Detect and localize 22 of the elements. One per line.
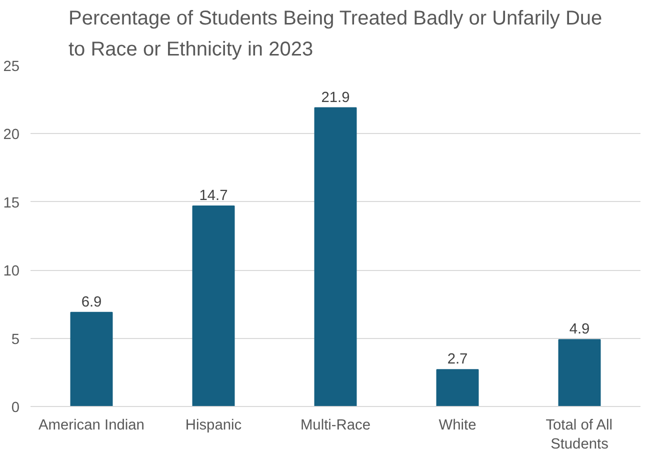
y-tick-label: 25 bbox=[3, 59, 20, 75]
x-tick-label: American Indian bbox=[38, 418, 144, 434]
bar bbox=[436, 369, 479, 406]
y-tick-label: 5 bbox=[11, 332, 20, 348]
bar bbox=[314, 107, 357, 406]
bar bbox=[70, 312, 113, 406]
x-tick-label: Hispanic bbox=[185, 418, 242, 434]
data-label: 2.7 bbox=[447, 352, 468, 368]
data-label: 4.9 bbox=[569, 322, 590, 338]
data-label: 6.9 bbox=[81, 294, 102, 310]
x-tick-label: Multi-Race bbox=[300, 418, 371, 434]
y-tick-label: 0 bbox=[11, 400, 20, 416]
data-label: 21.9 bbox=[321, 90, 350, 106]
x-tick-label: Total of All Students bbox=[546, 418, 613, 453]
bar bbox=[558, 339, 601, 406]
x-tick-label: White bbox=[438, 418, 476, 434]
chart-title: Percentage of Students Being Treated Badly or Unfarily Due to Race or Ethnicity in 2023 bbox=[68, 8, 602, 60]
y-tick-label: 10 bbox=[3, 264, 20, 280]
data-label: 14.7 bbox=[199, 188, 228, 204]
y-tick-label: 15 bbox=[3, 195, 20, 212]
bar bbox=[192, 205, 235, 406]
y-tick-label: 20 bbox=[3, 127, 20, 144]
